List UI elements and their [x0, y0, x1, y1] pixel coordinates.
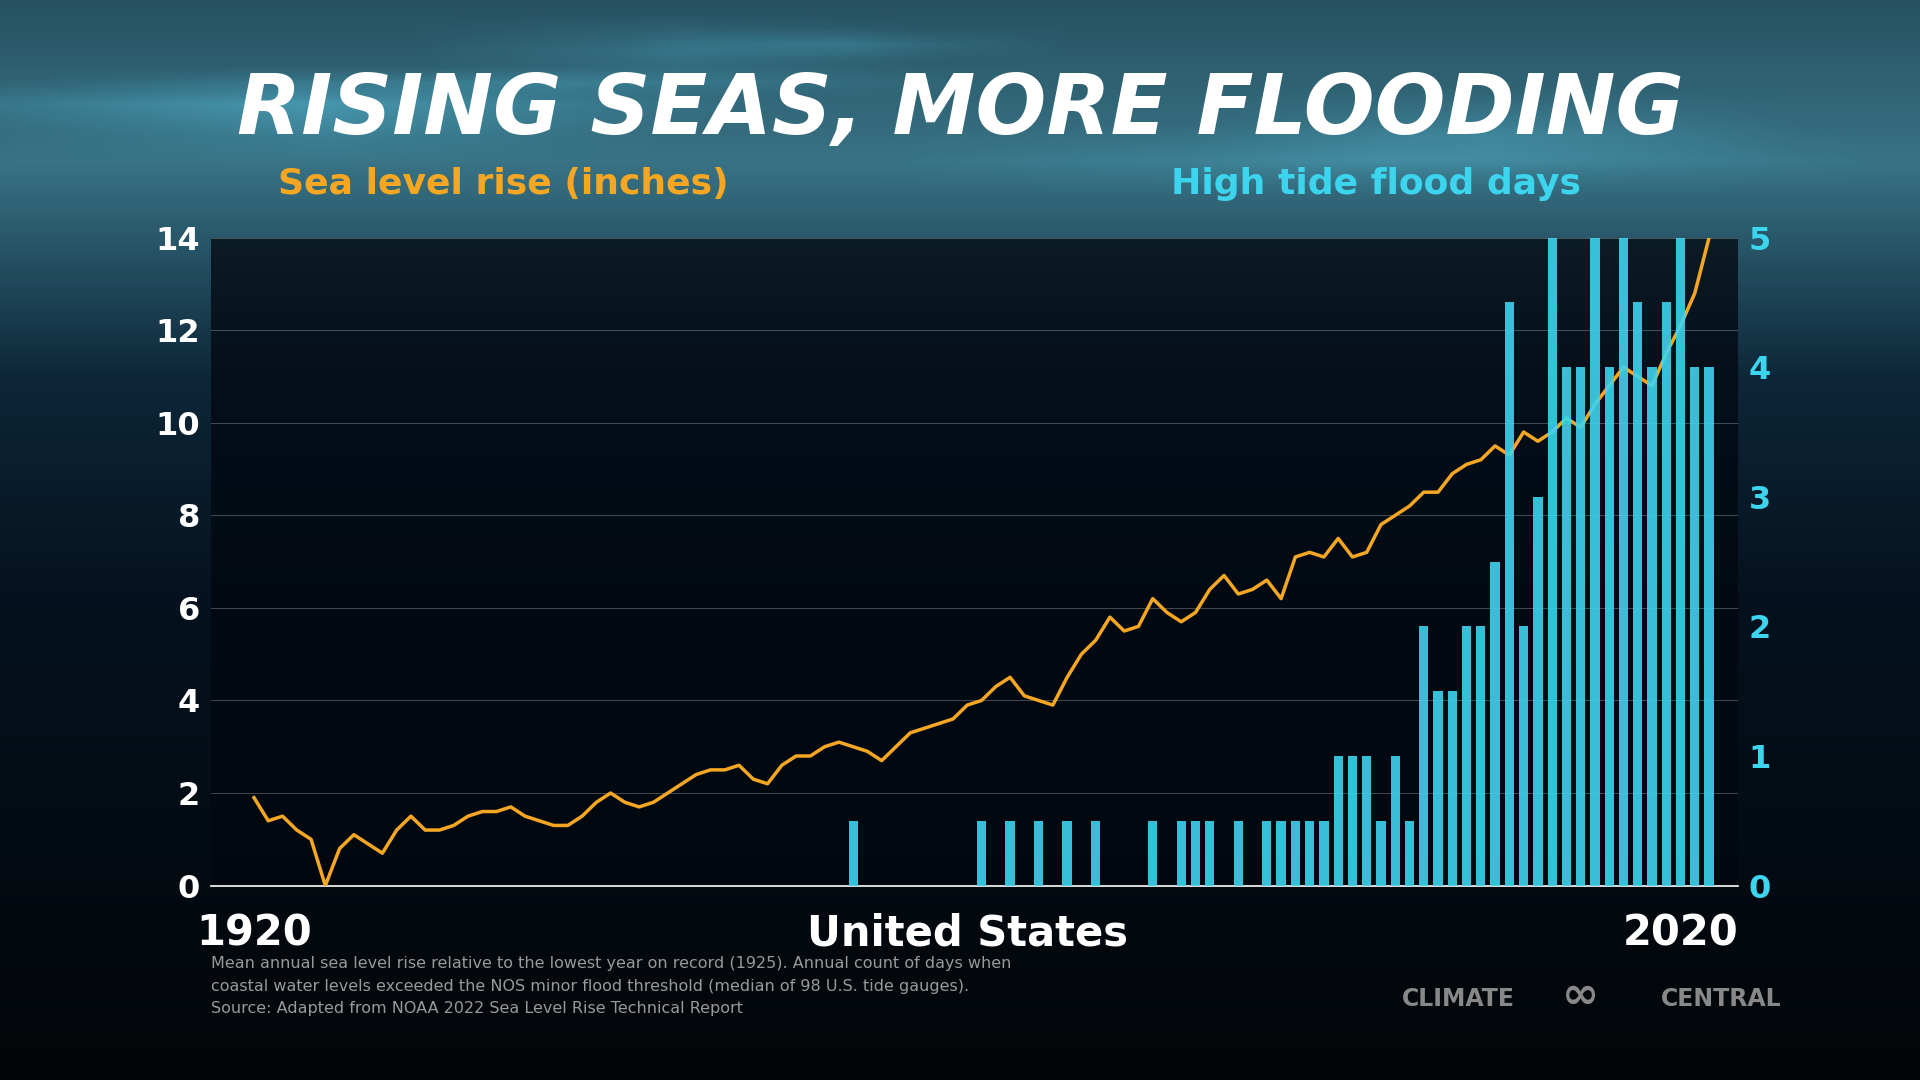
- Bar: [1334, 756, 1342, 886]
- Bar: [1361, 756, 1371, 886]
- Bar: [1576, 367, 1586, 886]
- Text: ∞: ∞: [1561, 974, 1599, 1017]
- Bar: [977, 821, 987, 886]
- Bar: [1177, 821, 1187, 886]
- Bar: [1148, 821, 1158, 886]
- Bar: [1534, 497, 1542, 886]
- Bar: [1690, 367, 1699, 886]
- Bar: [1434, 691, 1442, 886]
- Bar: [1235, 821, 1242, 886]
- Bar: [1661, 302, 1670, 886]
- Bar: [1348, 756, 1357, 886]
- Bar: [1590, 238, 1599, 886]
- Bar: [1476, 626, 1486, 886]
- Bar: [1505, 302, 1515, 886]
- Bar: [1277, 821, 1286, 886]
- Text: Mean annual sea level rise relative to the lowest year on record (1925). Annual : Mean annual sea level rise relative to t…: [211, 956, 1012, 1016]
- Bar: [1519, 626, 1528, 886]
- Bar: [1705, 367, 1715, 886]
- Bar: [1647, 367, 1657, 886]
- Bar: [1390, 756, 1400, 886]
- Text: CLIMATE: CLIMATE: [1402, 987, 1515, 1011]
- Bar: [1091, 821, 1100, 886]
- Bar: [1062, 821, 1071, 886]
- Bar: [1206, 821, 1215, 886]
- Bar: [1306, 821, 1315, 886]
- Bar: [1448, 691, 1457, 886]
- Text: 2020: 2020: [1622, 913, 1738, 955]
- Bar: [1319, 821, 1329, 886]
- Bar: [1605, 367, 1615, 886]
- Bar: [1377, 821, 1386, 886]
- Bar: [1405, 821, 1415, 886]
- Bar: [1619, 238, 1628, 886]
- Bar: [1290, 821, 1300, 886]
- Text: RISING SEAS, MORE FLOODING: RISING SEAS, MORE FLOODING: [236, 70, 1684, 151]
- Text: 1920: 1920: [196, 913, 311, 955]
- Bar: [1561, 367, 1571, 886]
- Bar: [849, 821, 858, 886]
- Bar: [1676, 238, 1686, 886]
- Bar: [1548, 238, 1557, 886]
- Bar: [1461, 626, 1471, 886]
- Text: CENTRAL: CENTRAL: [1661, 987, 1782, 1011]
- Bar: [1190, 821, 1200, 886]
- Bar: [1035, 821, 1043, 886]
- Bar: [1490, 562, 1500, 886]
- Text: High tide flood days: High tide flood days: [1171, 167, 1582, 201]
- Text: Sea level rise (inches): Sea level rise (inches): [278, 167, 730, 201]
- Bar: [1634, 302, 1642, 886]
- Bar: [1006, 821, 1014, 886]
- Text: United States: United States: [806, 913, 1127, 955]
- Bar: [1261, 821, 1271, 886]
- Bar: [1419, 626, 1428, 886]
